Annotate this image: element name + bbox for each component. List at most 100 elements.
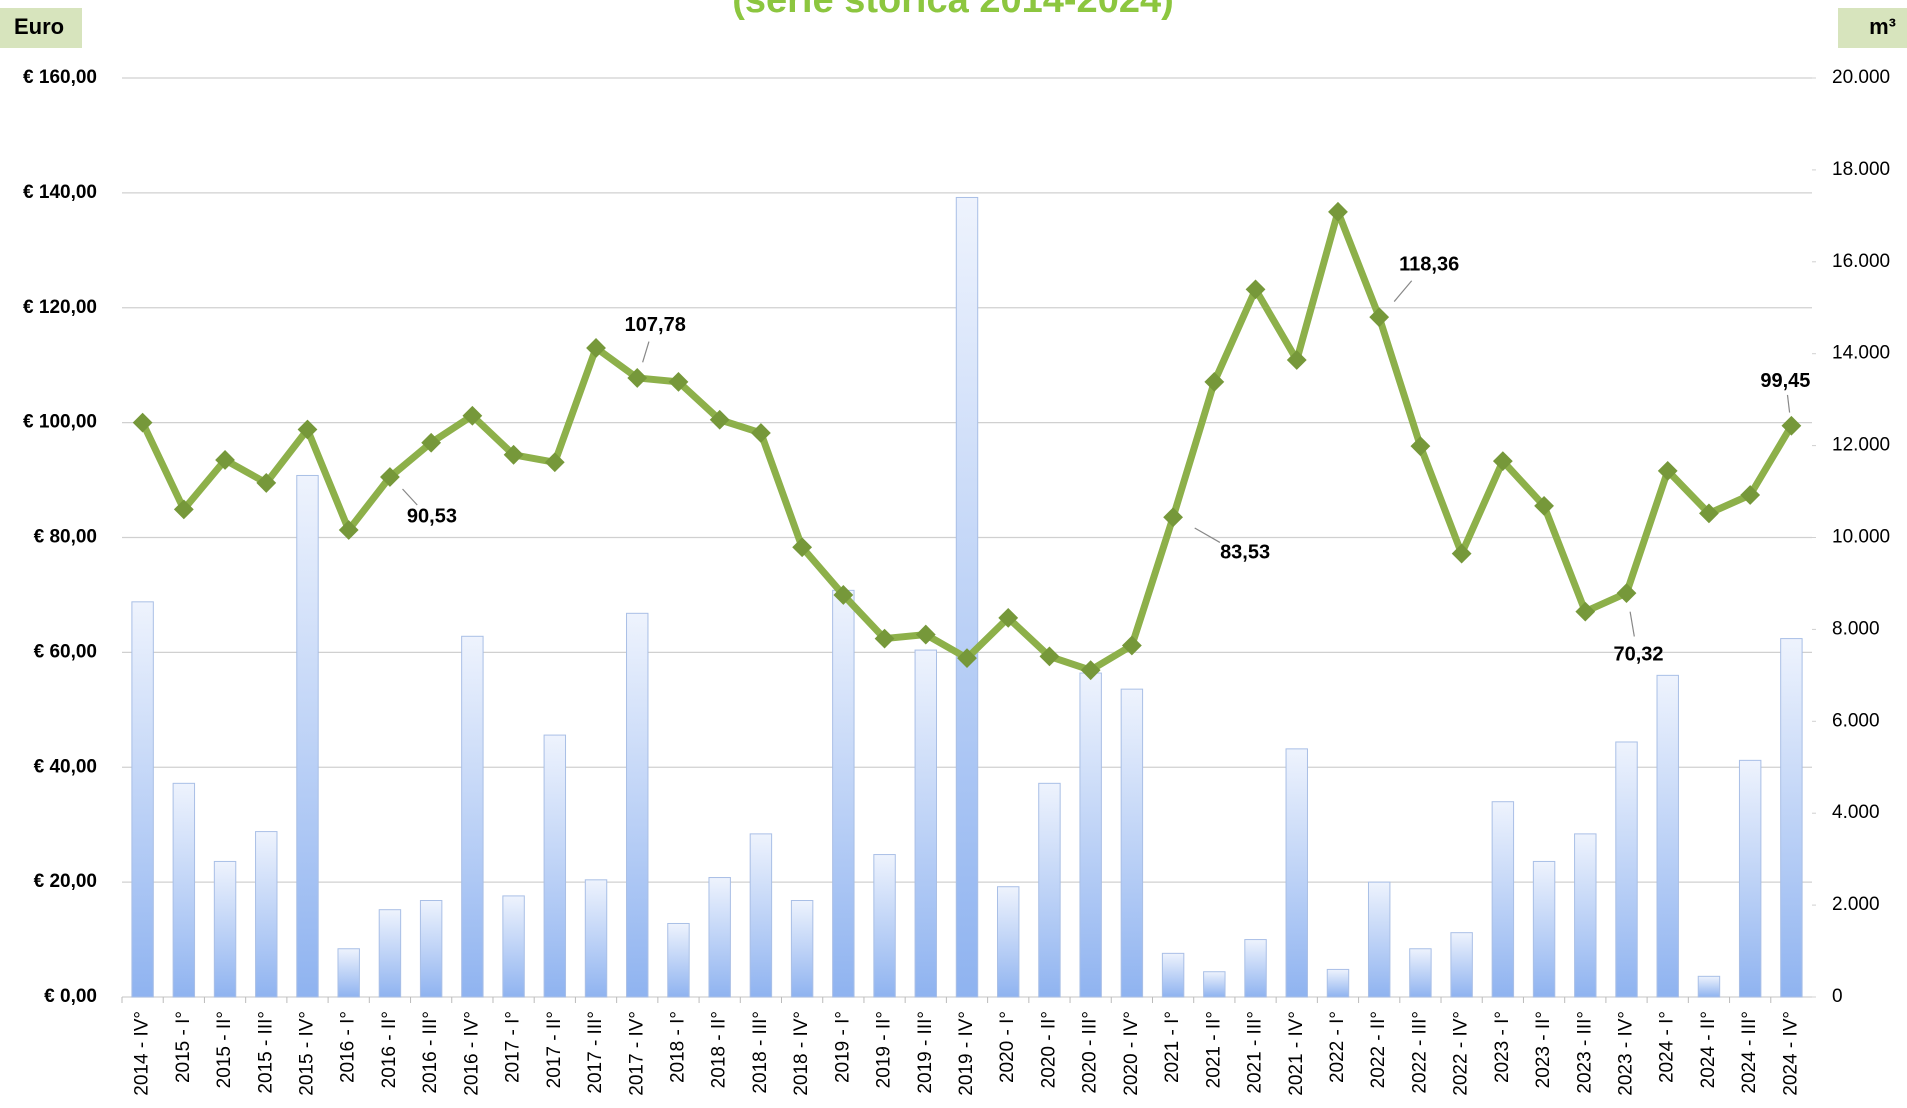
bar [1574, 833, 1597, 998]
x-tick-label: 2018 - IV° [791, 1011, 812, 1096]
bar [708, 877, 731, 998]
y2-tick-label: 10.000 [1832, 527, 1890, 548]
y2-tick-label: 20.000 [1832, 67, 1890, 88]
marker [1286, 350, 1307, 370]
y-tick-label: € 140,00 [23, 182, 97, 203]
bar [213, 860, 237, 998]
marker [544, 452, 565, 473]
bar [1491, 801, 1515, 998]
x-tick-label: 2019 - III° [915, 1011, 936, 1094]
x-tick-label: 2019 - I° [832, 1011, 853, 1083]
bar [955, 196, 979, 998]
y-tick-label: € 60,00 [34, 641, 97, 662]
x-tick-label: 2019 - II° [874, 1011, 895, 1088]
x-tick-label: 2015 - I° [173, 1011, 194, 1083]
bar [626, 612, 649, 998]
marker [256, 473, 277, 493]
bar [1780, 638, 1803, 998]
marker [421, 432, 442, 453]
chart-title: (serie storica 2014-2024) [732, 0, 1174, 21]
marker [1080, 660, 1101, 681]
y2-tick-label: 8.000 [1832, 618, 1880, 639]
y2-axis-title: m³ [1869, 14, 1896, 39]
bar [1409, 948, 1432, 998]
marker [1740, 485, 1761, 505]
bar [543, 734, 567, 998]
marker [215, 450, 235, 470]
x-tick-label: 2022 - IV° [1451, 1011, 1472, 1096]
marker [1121, 635, 1142, 656]
y2-tick-label: 18.000 [1832, 159, 1890, 180]
x-tick-label: 2024 - I° [1657, 1011, 1678, 1083]
bar [873, 854, 896, 998]
bar [502, 895, 525, 998]
x-tick-label: 2016 - III° [420, 1011, 441, 1094]
marker [132, 412, 153, 433]
y-tick-label: € 120,00 [23, 297, 97, 318]
leader-line [1786, 394, 1791, 413]
bar [1450, 932, 1473, 998]
x-tick-label: 2022 - II° [1368, 1011, 1389, 1088]
leader-line [402, 488, 418, 506]
x-tick-label: 2015 - II° [214, 1011, 235, 1088]
bar [1326, 968, 1350, 998]
leader-line [1194, 527, 1221, 543]
x-tick-label: 2016 - IV° [461, 1011, 482, 1096]
bar [1656, 674, 1679, 998]
marker [998, 608, 1019, 628]
x-tick-label: 2021 - III° [1245, 1011, 1266, 1094]
bar [1532, 860, 1556, 998]
bar [1161, 952, 1185, 998]
bar [378, 909, 402, 998]
marker [1492, 451, 1513, 472]
marker [1575, 601, 1596, 622]
marker [1204, 371, 1225, 392]
y-tick-label: € 20,00 [34, 871, 97, 892]
leader-line [1393, 280, 1413, 302]
bar [832, 589, 855, 998]
marker [668, 371, 689, 392]
x-tick-label: 2019 - IV° [956, 1011, 977, 1096]
marker [1245, 279, 1266, 300]
bar [1038, 782, 1061, 998]
bar [1285, 748, 1308, 998]
marker [1534, 496, 1554, 516]
x-tick-label: 2017 - I° [503, 1011, 524, 1083]
y2-tick-label: 6.000 [1832, 710, 1880, 731]
y-axis-title: Euro [14, 14, 64, 39]
x-tick-label: 2024 - IV° [1780, 1011, 1801, 1096]
x-tick-label: 2016 - I° [338, 1011, 359, 1083]
marker [1039, 646, 1060, 667]
bar [667, 922, 690, 998]
y2-tick-label: 0 [1832, 986, 1843, 1007]
marker [833, 585, 854, 605]
x-tick-label: 2020 - IV° [1121, 1011, 1142, 1096]
x-tick-label: 2023 - II° [1533, 1011, 1554, 1088]
bar [914, 649, 937, 998]
bar [255, 831, 278, 998]
leader-line [1629, 611, 1635, 637]
marker [1369, 307, 1390, 328]
x-tick-label: 2023 - I° [1492, 1011, 1513, 1083]
x-tick-label: 2022 - III° [1409, 1011, 1430, 1094]
y2-tick-label: 4.000 [1832, 802, 1880, 823]
marker [462, 405, 483, 426]
data-label: 70,32 [1613, 643, 1663, 665]
x-tick-label: 2023 - IV° [1616, 1011, 1637, 1096]
y-tick-label: € 160,00 [23, 67, 97, 88]
x-tick-label: 2020 - I° [997, 1011, 1018, 1083]
marker [792, 537, 813, 558]
bar [997, 886, 1020, 998]
marker [173, 499, 194, 520]
bar [1203, 971, 1226, 998]
marker [586, 338, 606, 358]
y2-tick-label: 2.000 [1832, 894, 1880, 915]
marker [1328, 201, 1348, 222]
bar [1079, 672, 1102, 998]
leader-line [642, 341, 650, 363]
x-tick-label: 2018 - II° [709, 1011, 730, 1088]
bar [1738, 759, 1762, 998]
y2-tick-label: 14.000 [1832, 343, 1890, 364]
bar [1367, 881, 1391, 998]
bar [131, 601, 154, 998]
